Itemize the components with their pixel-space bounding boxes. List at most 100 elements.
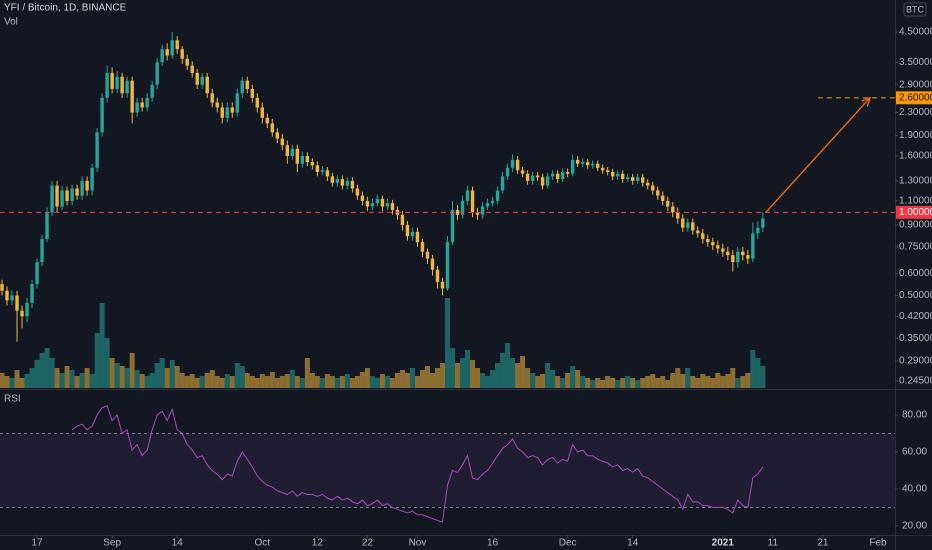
- candle-body: [40, 239, 44, 263]
- volume-bar: [74, 376, 80, 388]
- volume-bar: [680, 374, 686, 388]
- y-tick-label: 3.50000: [899, 57, 932, 68]
- volume-bar: [740, 376, 746, 388]
- volume-bar: [109, 358, 115, 388]
- volume-bar: [9, 378, 15, 388]
- candle-body: [415, 231, 420, 243]
- x-tick-label: 14: [172, 538, 184, 549]
- volume-bar: [625, 376, 631, 388]
- candle-body: [615, 173, 620, 177]
- volume-bar: [750, 350, 756, 388]
- volume-bar: [369, 376, 375, 388]
- candle-body: [210, 93, 214, 103]
- rsi-y-tick-label: 80.00: [902, 410, 927, 421]
- candle-body: [105, 72, 109, 98]
- candle-body: [205, 76, 209, 94]
- volume-bar: [575, 370, 581, 388]
- candle-body: [711, 242, 715, 246]
- candle-body: [380, 198, 385, 207]
- volume-bar: [269, 372, 275, 388]
- volume-bar: [480, 373, 486, 388]
- candle-body: [0, 284, 4, 291]
- candle-body: [75, 188, 79, 196]
- y-tick-label: 0.24500: [899, 376, 932, 387]
- volume-bar: [755, 358, 761, 388]
- candle-body: [761, 218, 765, 228]
- candle-body: [15, 295, 19, 311]
- x-tick-label: Dec: [559, 538, 577, 549]
- candle-body: [701, 233, 705, 240]
- volume-bar: [79, 373, 85, 388]
- volume-bar: [364, 368, 370, 388]
- candle-body: [575, 159, 580, 164]
- x-tick-label: Feb: [869, 538, 887, 549]
- currency-button-label[interactable]: BTC: [906, 4, 925, 14]
- candle-body: [185, 58, 189, 66]
- currency-button[interactable]: [903, 2, 927, 17]
- volume-bar: [64, 366, 70, 388]
- volume-bar: [374, 378, 380, 388]
- volume-bar: [334, 378, 340, 388]
- volume-bar: [234, 363, 240, 388]
- volume-bar: [279, 376, 285, 388]
- volume-bar: [319, 378, 325, 388]
- candle-body: [440, 281, 445, 289]
- candle-body: [100, 97, 104, 133]
- candle-body: [686, 222, 690, 228]
- candle-body: [495, 190, 500, 201]
- candle-body: [260, 107, 264, 118]
- volume-bar: [760, 366, 766, 388]
- volume-bar: [735, 378, 741, 388]
- volume-bar: [450, 348, 456, 388]
- candle-body: [525, 173, 530, 181]
- volume-bar: [725, 374, 731, 388]
- volume-bar: [720, 376, 726, 388]
- y-tick-label: 0.60000: [899, 268, 932, 279]
- candle-body: [550, 173, 555, 177]
- candle-body: [450, 209, 455, 243]
- price-label-bg: [896, 91, 932, 105]
- volume-bar: [249, 376, 255, 388]
- volume-bar: [620, 378, 626, 388]
- volume-label: Vol: [4, 17, 18, 28]
- rsi-y-tick-label: 60.00: [902, 447, 927, 458]
- candle-body: [45, 212, 49, 240]
- candle-body: [110, 72, 114, 89]
- candle-body: [430, 258, 435, 270]
- candle-body: [155, 62, 159, 85]
- candle-body: [305, 156, 310, 163]
- y-tick-label: 2.30000: [899, 107, 932, 118]
- candle-body: [25, 302, 29, 317]
- candle-body: [290, 148, 295, 157]
- candle-body: [220, 107, 224, 118]
- volume-bar: [475, 368, 481, 388]
- volume-bar: [525, 368, 531, 388]
- price-label: 1.00000: [899, 207, 932, 218]
- volume-bar: [650, 374, 656, 388]
- y-tick-label: 0.50000: [899, 290, 932, 301]
- volume-bar: [460, 358, 466, 388]
- volume-bar: [304, 358, 310, 388]
- candle-body: [400, 214, 405, 225]
- candle-body: [540, 177, 545, 186]
- candle-body: [55, 185, 59, 207]
- volume-bar: [715, 373, 721, 388]
- volume-bar: [510, 358, 516, 388]
- candle-body: [490, 200, 495, 204]
- volume-bar: [34, 360, 40, 388]
- arrow-line: [765, 97, 871, 213]
- candle-body: [460, 200, 465, 215]
- volume-bar: [124, 368, 130, 388]
- volume-bar: [429, 373, 435, 388]
- candle-body: [115, 76, 119, 89]
- volume-bar: [399, 370, 405, 388]
- volume-bar: [690, 376, 696, 388]
- candle-body: [620, 173, 625, 180]
- volume-bar: [705, 376, 711, 388]
- volume-bar: [204, 373, 210, 388]
- candle-body: [135, 102, 139, 113]
- candle-body: [335, 179, 340, 183]
- candle-body: [746, 255, 750, 259]
- candle-body: [696, 230, 700, 234]
- candle-body: [505, 167, 510, 177]
